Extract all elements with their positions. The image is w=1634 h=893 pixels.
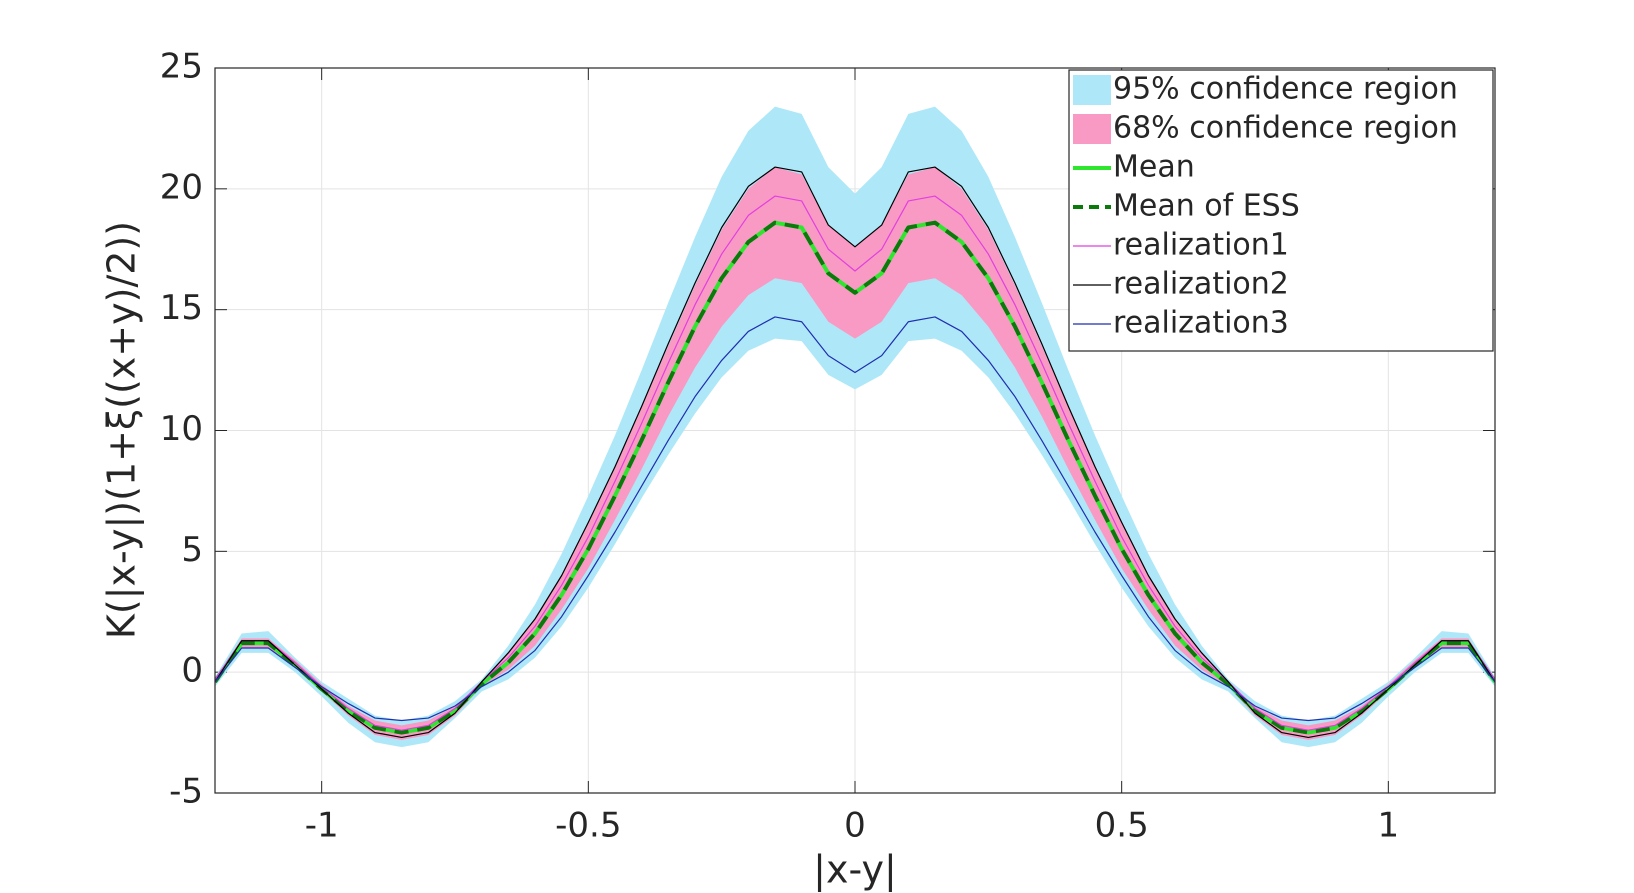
axes-box: [214, 67, 1496, 794]
series-line: [215, 166, 1495, 739]
legend-swatch: [1073, 114, 1111, 144]
y-tick-label: 15: [160, 288, 203, 328]
x-axis-label: |x-y|: [813, 848, 897, 893]
x-tick-label: 0: [844, 806, 866, 846]
series-line: [215, 316, 1495, 722]
x-tick-label: 1: [1378, 806, 1400, 846]
y-tick-label: 20: [160, 167, 203, 207]
legend-label: 95% confidence region: [1113, 72, 1458, 107]
x-tick-label: -0.5: [555, 806, 621, 846]
legend-label: 68% confidence region: [1113, 111, 1458, 146]
legend-label: Mean: [1113, 150, 1195, 185]
confidence-band: [215, 106, 1495, 748]
x-tick-label: -1: [305, 806, 339, 846]
legend-label: Mean of ESS: [1113, 189, 1300, 224]
legend-label: realization2: [1113, 267, 1289, 302]
legend-label: realization3: [1113, 306, 1289, 341]
confidence-band: [215, 167, 1495, 740]
y-tick-label: 10: [160, 409, 203, 449]
series-line: [215, 195, 1495, 731]
legend-box: [1068, 69, 1494, 352]
legend-swatch: [1073, 75, 1111, 105]
y-tick-label: -5: [169, 772, 203, 812]
series-line: [215, 220, 1495, 735]
legend-label: realization1: [1113, 228, 1289, 263]
y-tick-label: 25: [160, 47, 203, 87]
y-axis-label: K(|x-y|)(1+ξ((x+y)/2)): [100, 221, 145, 639]
y-tick-label: 5: [181, 530, 203, 570]
x-tick-label: 0.5: [1095, 806, 1149, 846]
y-tick-label: 0: [181, 651, 203, 691]
